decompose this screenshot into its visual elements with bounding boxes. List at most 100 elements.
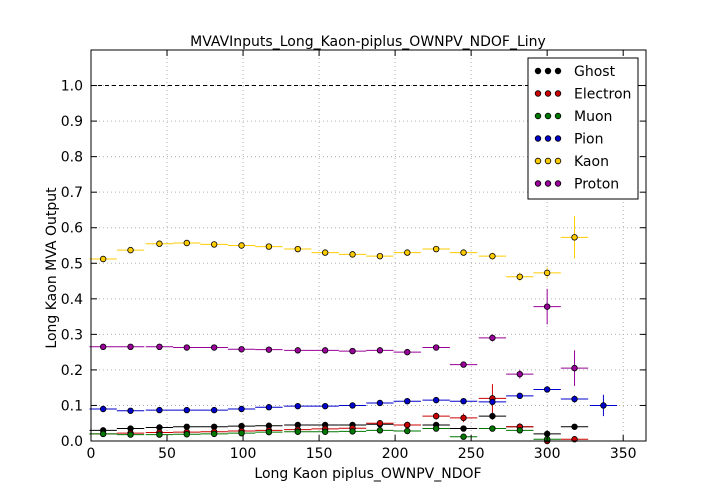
data-point <box>460 433 467 440</box>
data-point <box>127 343 134 351</box>
x-tick-label: 300 <box>534 446 561 462</box>
legend-marker <box>534 157 542 165</box>
data-point <box>432 425 440 432</box>
data-point <box>156 431 163 438</box>
data-point <box>210 241 218 248</box>
chart-title: MVAVInputs_Long_Kaon-piplus_OWNPV_NDOF_L… <box>190 34 546 50</box>
data-point <box>210 430 218 438</box>
data-point <box>376 427 384 434</box>
x-tick-label: 350 <box>610 446 637 462</box>
y-tick-label: 0.3 <box>61 327 83 343</box>
legend: Ghost Electron Muon Pion Kaon Proton <box>527 57 639 200</box>
y-tick-label: 0.9 <box>61 114 83 130</box>
data-point <box>156 240 163 247</box>
series-kaon <box>89 215 589 282</box>
data-point <box>99 255 107 263</box>
data-point <box>265 243 273 250</box>
data-point <box>432 396 440 404</box>
data-point <box>489 334 496 342</box>
data-point <box>460 249 467 256</box>
data-point <box>127 431 134 438</box>
series-muon <box>89 425 561 443</box>
data-point <box>183 239 190 247</box>
data-point <box>600 402 607 409</box>
data-point <box>349 402 356 409</box>
data-point <box>265 428 273 436</box>
x-tick-label: 150 <box>306 446 333 462</box>
legend-marker <box>534 112 542 120</box>
x-tick-label: 0 <box>87 446 96 462</box>
data-point <box>99 405 107 413</box>
data-point <box>321 402 329 410</box>
data-point <box>265 346 273 353</box>
data-point <box>156 343 163 351</box>
data-point <box>321 428 329 435</box>
data-point <box>376 347 384 354</box>
data-point <box>294 428 301 435</box>
data-point <box>238 242 245 249</box>
legend-marker <box>554 67 562 75</box>
series-proton <box>89 288 589 386</box>
data-point <box>571 395 578 403</box>
legend-marker <box>554 180 562 187</box>
data-point <box>571 364 578 372</box>
legend-label: Electron <box>574 87 631 103</box>
y-tick-label: 1.0 <box>61 79 83 95</box>
data-point <box>543 269 551 277</box>
legend-marker <box>534 135 542 142</box>
y-tick-label: 0.7 <box>61 185 83 201</box>
data-point <box>183 344 190 351</box>
y-tick-label: 0.0 <box>61 434 83 450</box>
legend-marker <box>554 157 562 165</box>
x-tick-label: 200 <box>382 446 409 462</box>
data-point <box>294 347 301 354</box>
data-point <box>432 412 440 420</box>
legend-marker <box>544 90 552 97</box>
legend-marker <box>534 180 542 187</box>
data-point <box>376 252 384 260</box>
data-point <box>156 406 163 414</box>
legend-marker <box>554 112 562 120</box>
data-point <box>349 347 356 355</box>
legend-marker <box>544 135 552 142</box>
data-point <box>489 252 496 260</box>
data-point <box>238 429 245 437</box>
data-point <box>349 428 356 435</box>
x-tick-label: 250 <box>458 446 485 462</box>
data-point <box>460 397 467 405</box>
data-point <box>183 431 190 438</box>
legend-marker <box>544 67 552 75</box>
data-point <box>404 427 411 435</box>
legend-label: Proton <box>574 177 619 193</box>
data-point <box>294 245 301 253</box>
data-point <box>432 344 440 351</box>
data-point <box>127 246 134 254</box>
y-tick-label: 0.6 <box>61 221 83 237</box>
plot-frame <box>90 49 647 442</box>
y-tick-label: 0.1 <box>61 398 83 414</box>
legend-label: Ghost <box>574 64 616 80</box>
ticks: 0 50 100 150 200 250 300 350 0.0 0.1 0.2 0.3 0.4 0.5 0… <box>61 50 646 462</box>
data-point <box>404 249 411 256</box>
data-point <box>404 421 411 429</box>
data-point <box>543 386 551 393</box>
data-point <box>349 251 356 258</box>
data-point <box>183 406 190 414</box>
data-point <box>432 245 440 253</box>
data-point <box>543 303 551 310</box>
data-point <box>571 423 578 430</box>
data-point <box>321 347 329 354</box>
data-point <box>376 420 384 427</box>
data-point <box>99 343 107 351</box>
data-point <box>460 414 467 422</box>
data-point <box>183 423 190 430</box>
data-point <box>489 425 496 432</box>
data-point <box>516 370 523 378</box>
data-point <box>516 427 523 434</box>
data-point <box>516 273 523 280</box>
data-point <box>460 425 467 432</box>
data-point <box>265 404 273 411</box>
data-point <box>376 399 384 407</box>
legend-marker <box>554 135 562 142</box>
data-point <box>516 392 523 400</box>
